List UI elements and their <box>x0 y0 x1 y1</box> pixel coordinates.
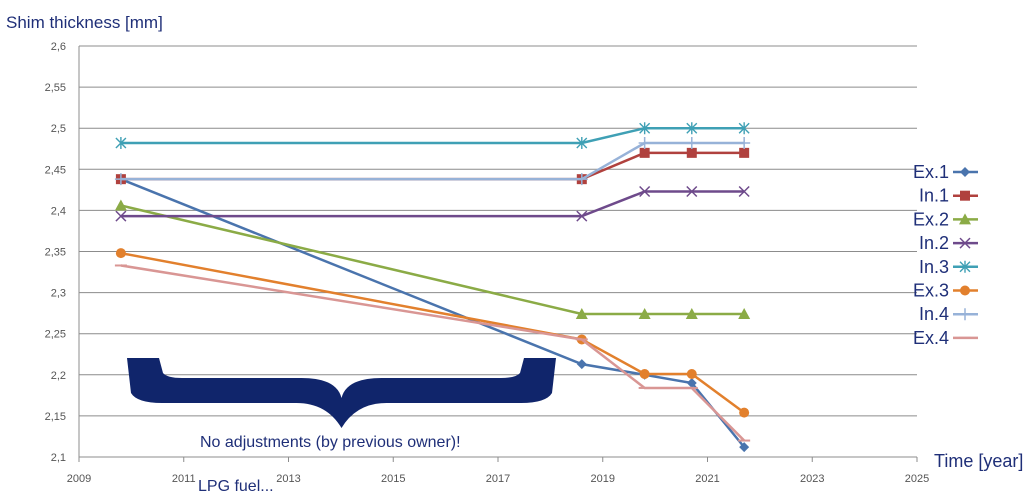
series-line <box>120 264 746 442</box>
legend-label: In.1 <box>919 186 949 206</box>
x-tick-label: 2015 <box>381 473 405 485</box>
data-point <box>576 359 587 370</box>
curly-brace-annotation <box>127 358 556 428</box>
data-point <box>738 307 751 319</box>
data-point <box>639 122 651 135</box>
y-tick-label: 2,2 <box>51 370 66 382</box>
bottom-annotation-text: LPG fuel... <box>198 478 274 495</box>
series-ex2 <box>114 199 751 319</box>
legend-item: In.3 <box>919 257 978 277</box>
brace-annotation-text: No adjustments (by previous owner)! <box>200 434 461 451</box>
legend-marker <box>959 237 971 249</box>
data-point <box>739 407 750 418</box>
data-point <box>686 378 697 389</box>
y-tick-labels: 2,1 2,15 2,2 2,25 2,3 2,35 2,4 2,45 2,5 2,55 2,6 <box>45 41 66 464</box>
series-lines <box>114 122 751 453</box>
y-tick-label: 2,15 <box>45 411 66 423</box>
x-axis-label: Time [year] <box>934 451 1023 471</box>
data-point <box>114 199 127 211</box>
y-tick-label: 2,3 <box>51 288 66 300</box>
legend: Ex.1 In.1 Ex.2 In.2 In.3 Ex.3 In.4 Ex.4 <box>913 162 978 348</box>
y-tick-label: 2,1 <box>51 452 66 464</box>
legend-marker <box>960 167 970 177</box>
series-in4 <box>114 136 751 186</box>
x-tick-label: 2009 <box>67 473 91 485</box>
chart-title: Shim thickness [mm] <box>6 13 163 32</box>
data-point <box>575 173 588 186</box>
legend-item: In.1 <box>919 186 978 206</box>
data-point <box>115 248 126 259</box>
legend-label: In.3 <box>919 257 949 277</box>
legend-marker <box>960 190 970 201</box>
data-point <box>638 307 651 319</box>
legend-label: Ex.2 <box>913 209 949 229</box>
series-in3 <box>115 122 750 149</box>
y-tick-label: 2,25 <box>45 329 66 341</box>
y-tick-label: 2,45 <box>45 164 66 176</box>
data-point <box>639 147 650 158</box>
x-tick-labels: 2009 2011 2013 2015 2017 2019 2021 2023 2025 <box>67 473 929 485</box>
legend-item: Ex.1 <box>913 162 978 182</box>
x-tick-label: 2017 <box>486 473 510 485</box>
legend-label: Ex.4 <box>913 328 949 348</box>
legend-label: In.4 <box>919 304 949 324</box>
data-point <box>639 368 650 379</box>
data-point <box>638 136 651 149</box>
data-point <box>686 147 697 158</box>
data-point <box>686 185 698 198</box>
legend-label: Ex.3 <box>913 281 949 301</box>
data-point <box>686 368 697 379</box>
x-tick-label: 2021 <box>695 473 719 485</box>
data-point <box>685 307 698 319</box>
series-line <box>120 141 745 181</box>
y-tick-label: 2,4 <box>51 205 66 217</box>
y-tick-label: 2,55 <box>45 82 66 94</box>
x-tick-label: 2011 <box>172 473 196 485</box>
y-tick-label: 2,35 <box>45 247 66 259</box>
data-point <box>115 210 127 222</box>
legend-marker <box>959 213 971 225</box>
data-point <box>115 136 127 149</box>
data-point <box>639 185 651 198</box>
data-point <box>114 173 127 186</box>
data-point <box>738 185 750 198</box>
data-point <box>576 136 588 149</box>
data-point <box>575 307 588 319</box>
series-in2 <box>115 185 750 222</box>
y-tick-label: 2,6 <box>51 41 66 53</box>
series-line <box>120 204 745 316</box>
x-tick-label: 2013 <box>276 473 300 485</box>
x-tick-label: 2025 <box>905 473 929 485</box>
x-tick-label: 2019 <box>591 473 615 485</box>
data-point <box>685 136 698 149</box>
series-line <box>120 126 745 145</box>
legend-item: In.2 <box>919 233 978 253</box>
data-point <box>739 147 750 158</box>
data-point <box>576 210 588 222</box>
y-tick-label: 2,5 <box>51 123 66 135</box>
series-line <box>120 190 745 218</box>
data-point <box>738 122 750 135</box>
data-point <box>739 442 750 453</box>
gridlines <box>78 45 918 462</box>
x-tick-label: 2023 <box>800 473 824 485</box>
legend-item: Ex.3 <box>913 281 978 301</box>
legend-label: Ex.1 <box>913 162 949 182</box>
data-point <box>686 122 698 135</box>
series-ex4 <box>114 264 751 442</box>
legend-item: Ex.2 <box>913 209 978 229</box>
legend-marker <box>960 285 970 296</box>
legend-item: Ex.4 <box>913 328 978 348</box>
data-point <box>738 136 751 149</box>
series-line <box>120 151 745 181</box>
legend-marker <box>959 308 971 321</box>
legend-label: In.2 <box>919 233 949 253</box>
legend-item: In.4 <box>919 304 978 324</box>
legend-marker <box>959 260 971 273</box>
